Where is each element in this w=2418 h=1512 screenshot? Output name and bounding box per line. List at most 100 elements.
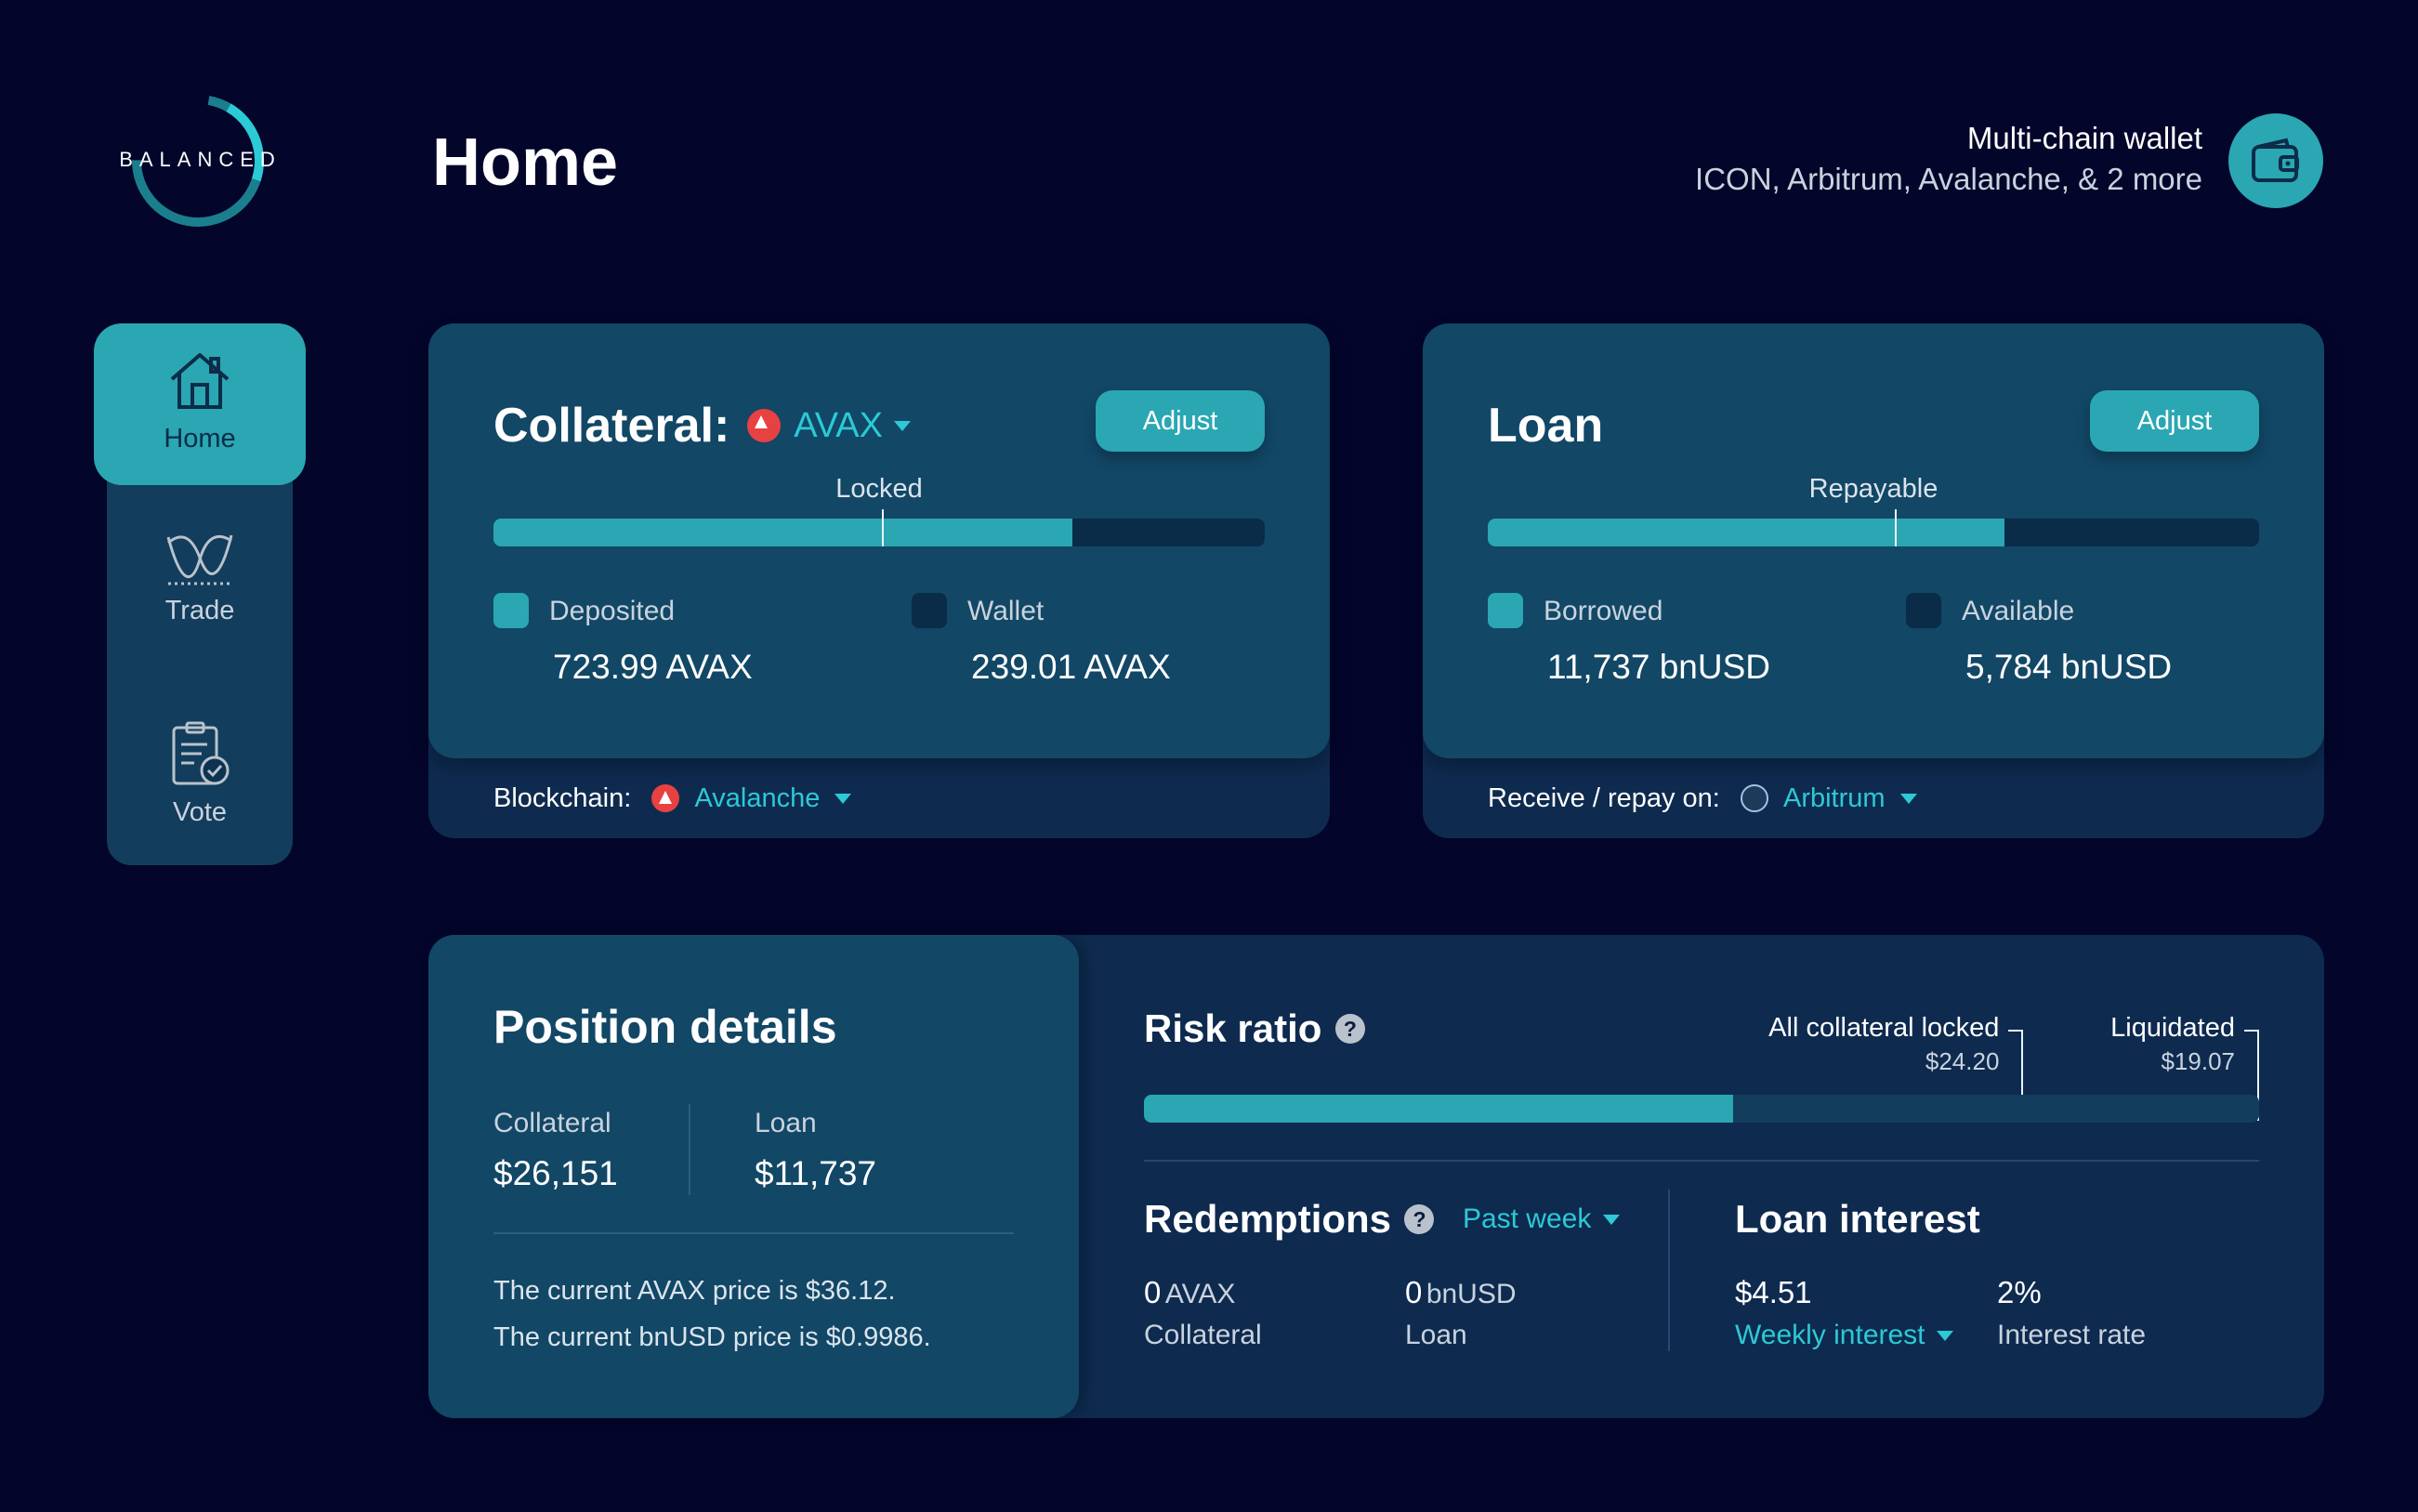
sidebar-item-home[interactable]: Home — [94, 323, 306, 485]
page-title: Home — [432, 125, 619, 200]
avalanche-icon — [651, 784, 680, 813]
borrowed-swatch — [1488, 593, 1523, 628]
repay-chain-name: Arbitrum — [1782, 782, 1886, 813]
interest-period: Weekly interest — [1735, 1320, 1925, 1350]
sidebar-item-label: Home — [164, 424, 236, 454]
position-collateral-label: Collateral — [493, 1108, 611, 1138]
section-divider-vertical — [1668, 1190, 1670, 1351]
locked-threshold-tick-cap — [2008, 1030, 2022, 1032]
interest-period-selector[interactable]: Weekly interest — [1735, 1320, 1953, 1351]
deposited-label: Deposited — [549, 596, 676, 626]
redemption-collateral-value: 0 — [1144, 1275, 1162, 1309]
chevron-down-icon — [1602, 1214, 1620, 1225]
repay-chain-label: Receive / repay on: — [1488, 782, 1720, 813]
avax-icon — [746, 409, 781, 442]
wallet-label: Wallet — [967, 596, 1045, 626]
redemptions-period: Past week — [1462, 1203, 1592, 1234]
liquidated-price: $19.07 — [2161, 1047, 2235, 1075]
redemption-collateral-amount: 0 AVAX — [1144, 1275, 1235, 1310]
sidebar-item-label: Trade — [164, 596, 235, 625]
redemption-loan-amount: 0 bnUSD — [1405, 1275, 1517, 1310]
interest-rate-value: 2% — [1997, 1275, 2042, 1309]
borrowed-value: 11,737 bnUSD — [1547, 648, 1770, 686]
deposited-swatch — [493, 593, 529, 628]
sidebar-item-vote[interactable]: Vote — [94, 720, 306, 841]
position-divider — [493, 1232, 1014, 1234]
clipboard-check-icon — [172, 721, 230, 785]
blockchain-selector[interactable]: Avalanche — [651, 782, 852, 813]
sidebar-item-trade[interactable]: Trade — [94, 530, 306, 641]
blockchain-row: Blockchain: Avalanche — [493, 782, 852, 814]
collateral-title-row: Collateral: AVAX — [493, 398, 912, 454]
position-title: Position details — [493, 1001, 837, 1053]
risk-divider — [1144, 1160, 2259, 1162]
loan-interest-title: Loan interest — [1735, 1197, 1980, 1241]
redemption-loan-value: 0 — [1405, 1275, 1423, 1309]
available-label: Available — [1962, 596, 2075, 626]
collateral-bar-label: Locked — [835, 474, 923, 504]
available-value: 5,784 bnUSD — [1965, 648, 2173, 686]
interest-amount: $4.51 — [1735, 1275, 1812, 1309]
arbitrum-icon — [1740, 784, 1768, 813]
house-icon — [170, 353, 230, 409]
interest-rate-label: Interest rate — [1997, 1320, 2147, 1350]
loan-bar-label: Repayable — [1808, 474, 1938, 504]
all-collateral-locked-marker: All collateral locked $24.20 — [1768, 1013, 1999, 1076]
sidebar — [107, 423, 293, 865]
liquidated-tick-cap — [2244, 1030, 2257, 1032]
risk-ratio-heading: Risk ratio ? — [1144, 1006, 1365, 1051]
position-loan-value: $11,737 — [755, 1154, 876, 1192]
collateral-adjust-button[interactable]: Adjust — [1096, 390, 1265, 452]
liquidated-marker: Liquidated $19.07 — [2110, 1013, 2235, 1076]
redemption-collateral-unit: AVAX — [1164, 1279, 1236, 1309]
borrowed-label: Borrowed — [1544, 596, 1663, 626]
bnusd-price-note: The current bnUSD price is $0.9986. — [493, 1322, 931, 1352]
blockchain-label: Blockchain: — [493, 782, 632, 813]
wallet-summary[interactable]: Multi-chain wallet ICON, Arbitrum, Avala… — [1695, 121, 2202, 197]
collateral-title: Collateral: — [493, 399, 730, 453]
wallet-chains: ICON, Arbitrum, Avalanche, & 2 more — [1695, 162, 2202, 196]
chevron-down-icon — [1936, 1330, 1953, 1341]
blockchain-name: Avalanche — [694, 782, 821, 813]
deposited-value: 723.99 AVAX — [553, 648, 753, 686]
position-collateral-value: $26,151 — [493, 1154, 618, 1192]
redemption-loan-label: Loan — [1405, 1320, 1467, 1350]
loan-repayable-marker — [1895, 509, 1898, 546]
brand-logo[interactable]: BALANCED — [100, 91, 300, 230]
redemptions-period-selector[interactable]: Past week — [1463, 1203, 1620, 1234]
redemption-loan-unit: bnUSD — [1426, 1279, 1517, 1309]
position-loan-label: Loan — [755, 1108, 817, 1138]
wallet-value: 239.01 AVAX — [971, 648, 1171, 686]
risk-ratio-title: Risk ratio — [1144, 1006, 1322, 1050]
collateral-locked-bar — [493, 519, 1265, 546]
risk-ratio-area: All collateral locked $24.20 Liquidated … — [1144, 1013, 2259, 1124]
wallet-button[interactable] — [2228, 113, 2323, 208]
logo-wordmark: BALANCED — [119, 148, 282, 171]
chevron-down-icon — [1899, 793, 1917, 804]
sidebar-item-label: Vote — [172, 797, 228, 827]
logo-ring-icon — [132, 95, 264, 227]
wallet-swatch — [912, 593, 947, 628]
repay-chain-selector[interactable]: Arbitrum — [1740, 782, 1917, 813]
loan-repayable-bar — [1488, 519, 2259, 546]
redemptions-heading: Redemptions ? Past week — [1144, 1197, 1620, 1242]
position-details-card — [428, 935, 1079, 1418]
wallet-title: Multi-chain wallet — [1966, 121, 2202, 155]
help-icon[interactable]: ? — [1404, 1204, 1435, 1234]
loan-adjust-button[interactable]: Adjust — [2090, 390, 2259, 452]
asset-name: AVAX — [794, 405, 883, 445]
position-divider-vertical — [689, 1104, 690, 1195]
redemptions-title: Redemptions — [1144, 1197, 1392, 1241]
repay-chain-row: Receive / repay on: Arbitrum — [1488, 782, 1917, 814]
help-icon[interactable]: ? — [1334, 1014, 1365, 1044]
collateral-locked-marker — [882, 509, 885, 546]
chevron-down-icon — [894, 420, 912, 431]
locked-threshold-price: $24.20 — [1925, 1047, 2000, 1075]
available-swatch — [1906, 593, 1941, 628]
asset-selector[interactable]: AVAX — [746, 406, 912, 445]
liquidated-tick — [2257, 1030, 2259, 1121]
liquidated-label: Liquidated — [2110, 1013, 2235, 1043]
locked-threshold-label: All collateral locked — [1768, 1013, 2000, 1043]
avax-price-note: The current AVAX price is $36.12. — [493, 1276, 896, 1306]
loan-title: Loan — [1488, 399, 1604, 453]
